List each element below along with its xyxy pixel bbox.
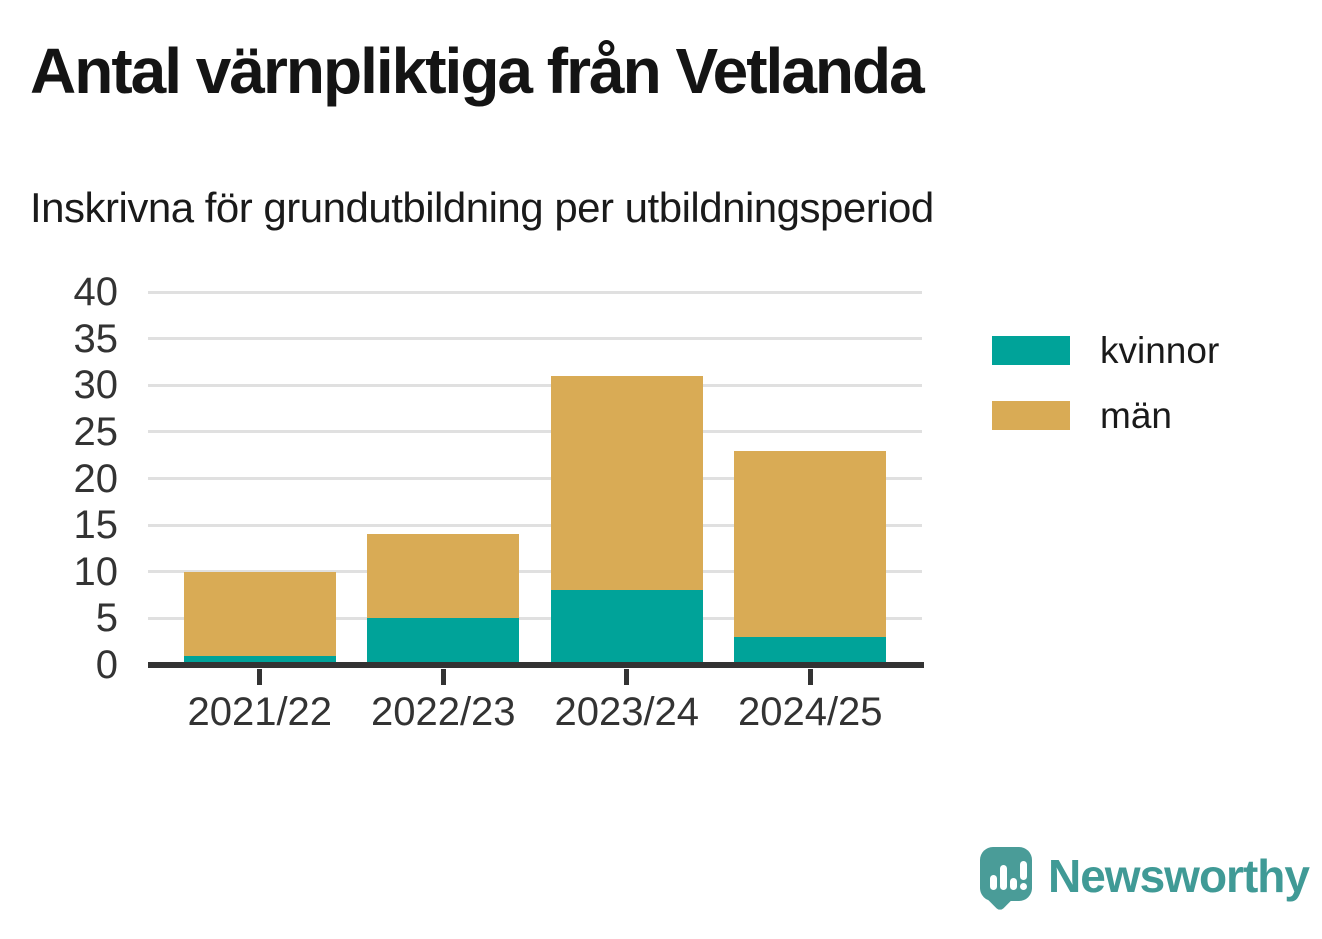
gridline	[148, 616, 922, 620]
legend-item-man: män	[992, 397, 1219, 434]
bar-segment-män-2024/25	[734, 450, 887, 638]
bar-segment-kvinnor-2024/25	[734, 637, 887, 665]
gridline	[148, 290, 922, 294]
y-tick-label: 30	[73, 363, 119, 408]
legend: kvinnor män	[992, 332, 1219, 462]
speech-bubble-tail	[987, 886, 1013, 912]
x-axis-line	[148, 662, 924, 668]
x-tick-label: 2022/23	[370, 690, 516, 734]
speech-bubble-chart-icon	[980, 847, 1032, 912]
x-tick	[257, 669, 263, 685]
x-tick-label: 2021/22	[187, 690, 333, 734]
bar-segment-kvinnor-2022/23	[367, 618, 520, 665]
y-tick-label: 10	[73, 549, 119, 594]
legend-label: män	[1100, 395, 1172, 436]
legend-swatch-man	[992, 401, 1070, 430]
gridline	[148, 430, 922, 434]
y-axis-labels: 0 5 10 15 20 25 30 35 40	[0, 270, 119, 687]
plot-area	[148, 290, 922, 665]
y-tick-label: 35	[73, 316, 119, 361]
gridline	[148, 383, 922, 387]
legend-swatch-kvinnor	[992, 336, 1070, 365]
gridline	[148, 337, 922, 341]
newsworthy-logo: Newsworthy	[980, 847, 1310, 912]
bar-segment-män-2021/22	[183, 571, 336, 656]
gridline	[148, 477, 922, 480]
gridline	[148, 570, 922, 574]
mini-bar-chart-icon	[990, 861, 1027, 890]
y-tick-label: 0	[95, 643, 118, 687]
chart-title: Antal värnpliktiga från Vetlanda	[30, 35, 925, 107]
y-tick-label: 40	[73, 270, 119, 314]
bar-segment-kvinnor-2023/24	[550, 590, 703, 665]
x-tick	[624, 669, 630, 685]
bar-segment-kvinnor-2021/22	[183, 655, 336, 665]
exclamation-icon	[1020, 861, 1027, 890]
x-tick-label: 2023/24	[554, 690, 700, 734]
y-tick-label: 20	[73, 456, 119, 501]
legend-label: kvinnor	[1100, 330, 1220, 371]
gridline	[148, 523, 922, 527]
legend-item-kvinnor: kvinnor	[992, 332, 1219, 369]
x-axis-labels: 2021/22 2022/23 2023/24 2024/25	[148, 662, 924, 742]
brand-wordmark: Newsworthy	[1048, 850, 1310, 902]
x-tick-label: 2024/25	[737, 690, 883, 734]
y-tick-label: 5	[95, 596, 118, 641]
y-tick-label: 15	[73, 503, 119, 548]
chart-subtitle: Inskrivna för grundutbildning per utbild…	[30, 184, 934, 231]
y-tick-label: 25	[73, 409, 119, 454]
x-tick	[807, 669, 813, 685]
x-tick	[440, 669, 446, 685]
bar-segment-män-2022/23	[367, 534, 520, 619]
bar-segment-män-2023/24	[550, 375, 703, 591]
